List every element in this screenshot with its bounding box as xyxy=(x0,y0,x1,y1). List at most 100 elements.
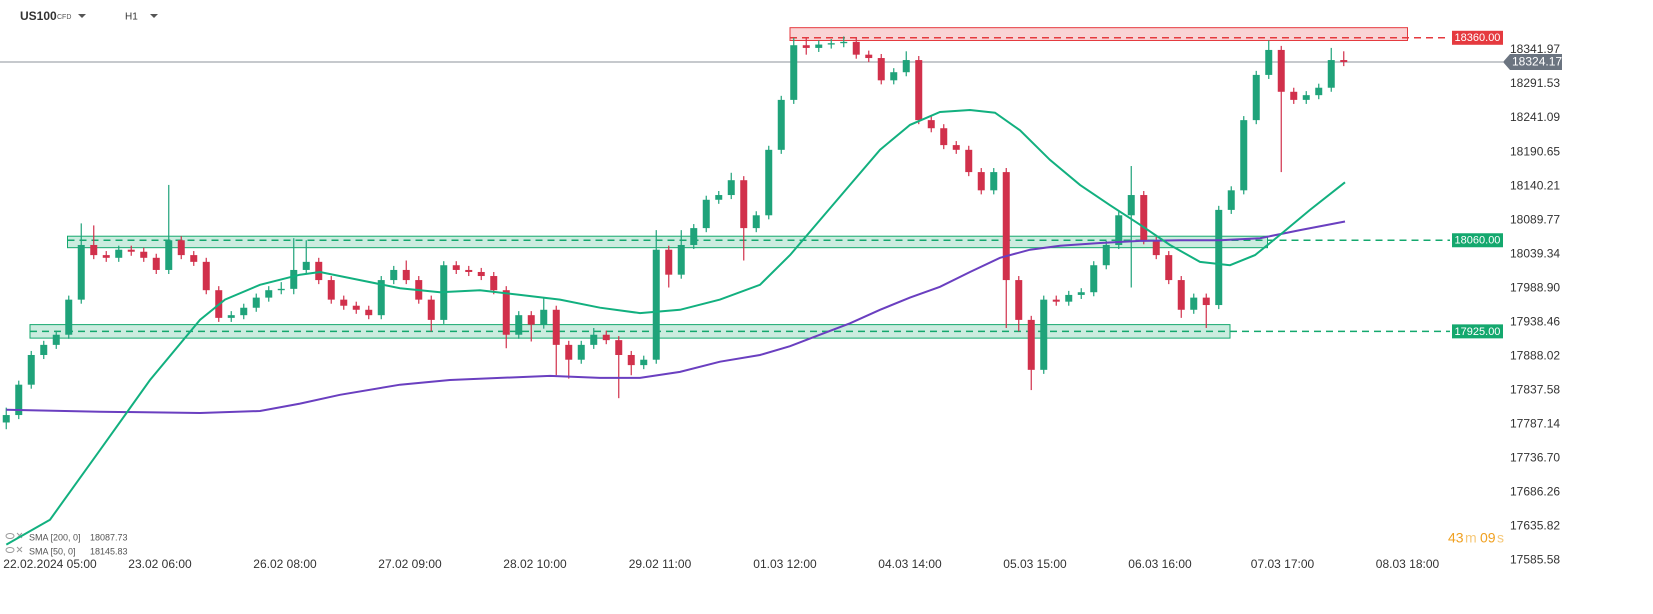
candle-body xyxy=(1127,195,1135,216)
candle-body xyxy=(1002,172,1010,281)
x-tick-label: 05.03 15:00 xyxy=(1003,557,1067,571)
candle-body xyxy=(377,280,385,316)
y-tick-label: 17585.58 xyxy=(1510,553,1560,567)
candle-body xyxy=(1165,255,1173,281)
candle-body xyxy=(702,199,710,229)
candle-body xyxy=(690,228,698,245)
candle-body xyxy=(977,172,985,191)
y-tick-label: 17888.02 xyxy=(1510,348,1560,362)
candle-body xyxy=(552,309,560,345)
candle-body xyxy=(1015,280,1023,320)
y-tick-label: 17988.90 xyxy=(1510,280,1560,294)
y-tick-label: 17938.46 xyxy=(1510,314,1560,328)
candle-body xyxy=(315,261,323,281)
candle-body xyxy=(777,99,785,150)
level-label: 17925.00 xyxy=(1455,326,1501,338)
candle-body xyxy=(790,45,798,100)
candle-body xyxy=(865,54,873,59)
candle-body xyxy=(890,72,898,81)
candle-body xyxy=(65,299,73,335)
candle-body xyxy=(1065,294,1073,302)
candle-body xyxy=(40,344,48,355)
candle-body xyxy=(1077,292,1085,295)
candle-body xyxy=(1277,49,1285,92)
candle-body xyxy=(302,261,310,270)
candle-body xyxy=(202,261,210,291)
x-tick-label: 27.02 09:00 xyxy=(378,557,442,571)
candle-body xyxy=(1327,60,1335,88)
candle-body xyxy=(640,359,648,366)
candle-body xyxy=(1140,195,1148,241)
x-tick-label: 26.02 08:00 xyxy=(253,557,317,571)
x-tick-label: 01.03 12:00 xyxy=(753,557,817,571)
candle-body xyxy=(1265,49,1273,75)
candle-body xyxy=(402,269,410,281)
candle-body xyxy=(577,344,585,360)
level-label-box xyxy=(1452,30,1503,45)
y-tick-label: 18291.53 xyxy=(1510,76,1560,90)
candle-body xyxy=(1190,297,1198,310)
candle-body xyxy=(15,384,23,416)
candle-body xyxy=(852,41,860,55)
candle-body xyxy=(390,269,398,281)
candle-body xyxy=(127,249,135,252)
candle-body xyxy=(115,249,123,258)
symbol[interactable]: US100 xyxy=(20,9,57,23)
legend-name: SMA [200, 0] xyxy=(29,532,81,542)
candle-body xyxy=(727,180,735,196)
candle-body xyxy=(477,271,485,277)
candle-body xyxy=(602,334,610,341)
candle-body xyxy=(1290,91,1298,100)
dropdown-caret[interactable] xyxy=(150,14,158,18)
candle-body xyxy=(827,43,835,45)
candle-body xyxy=(765,149,773,216)
y-tick-label: 18241.09 xyxy=(1510,110,1560,124)
candle-body xyxy=(490,276,498,291)
candle-body xyxy=(677,244,685,275)
candle-body xyxy=(590,334,598,345)
candle-body xyxy=(327,280,335,300)
candle-body xyxy=(952,145,960,150)
x-tick-label: 22.02.2024 05:00 xyxy=(3,557,97,571)
candle-body xyxy=(740,180,748,229)
candle-body xyxy=(240,307,248,316)
candle-body xyxy=(990,172,998,191)
y-tick-label: 17787.14 xyxy=(1510,417,1560,431)
y-tick-label: 17736.70 xyxy=(1510,451,1560,465)
level-label-box xyxy=(1452,233,1503,248)
y-tick-label: 18341.97 xyxy=(1510,42,1560,56)
countdown-minutes: 43 xyxy=(1448,530,1464,546)
candle-body xyxy=(540,309,548,325)
candle-body xyxy=(1102,244,1110,266)
candle-body xyxy=(465,269,473,272)
candle-body xyxy=(752,215,760,229)
candle-body xyxy=(365,309,373,316)
sma-line xyxy=(6,220,1346,415)
level-label: 18360.00 xyxy=(1455,32,1501,44)
y-tick-label: 18039.34 xyxy=(1510,246,1560,260)
candle-body xyxy=(652,249,660,360)
timeframe[interactable]: H1 xyxy=(125,12,138,23)
candle-body xyxy=(1115,215,1123,245)
y-tick-label: 17837.58 xyxy=(1510,383,1560,397)
candle-body xyxy=(102,255,110,258)
candle-body xyxy=(190,255,198,262)
x-tick-label: 06.03 16:00 xyxy=(1128,557,1192,571)
candle-body xyxy=(165,240,173,270)
dropdown-caret[interactable] xyxy=(78,14,86,18)
x-tick-label: 08.03 18:00 xyxy=(1376,557,1440,571)
candle-body xyxy=(940,128,948,146)
x-tick-label: 07.03 17:00 xyxy=(1251,557,1315,571)
candle-body xyxy=(1315,87,1323,96)
candle-body xyxy=(565,344,573,360)
countdown-seconds-unit: s xyxy=(1497,530,1504,546)
y-tick-label: 18190.65 xyxy=(1510,144,1560,158)
candle-body xyxy=(840,41,848,44)
y-tick-label: 18089.77 xyxy=(1510,212,1560,226)
candle-body xyxy=(177,240,185,256)
candle-body xyxy=(802,45,810,48)
candle-body xyxy=(77,244,85,300)
candle-body xyxy=(665,249,673,275)
candle-body xyxy=(352,305,360,310)
candle-body xyxy=(615,340,623,355)
